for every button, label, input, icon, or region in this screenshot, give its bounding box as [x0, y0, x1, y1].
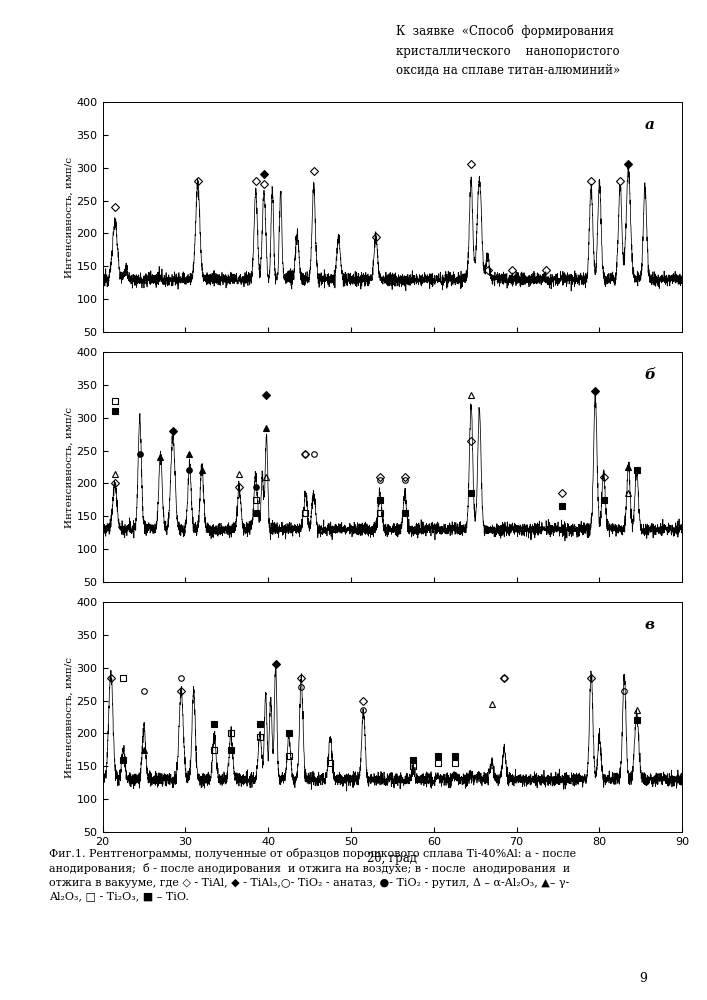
X-axis label: 2θ, град: 2θ, град — [368, 852, 417, 865]
Y-axis label: Интенсивность, имп/с: Интенсивность, имп/с — [65, 406, 74, 528]
Text: в: в — [645, 618, 655, 632]
Text: Фиг.1. Рентгенограммы, полученные от образцов порошкового сплава Ti-40%Al: а - п: Фиг.1. Рентгенограммы, полученные от обр… — [49, 848, 577, 901]
Y-axis label: Интенсивность, имп/с: Интенсивность, имп/с — [65, 656, 74, 778]
Text: 9: 9 — [639, 972, 648, 985]
Text: б: б — [645, 368, 655, 382]
Text: К  заявке  «Способ  формирования
кристаллического    нанопористого
оксида на спл: К заявке «Способ формирования кристаллич… — [396, 25, 620, 77]
Text: а: а — [645, 118, 655, 132]
Y-axis label: Интенсивность, имп/с: Интенсивность, имп/с — [65, 156, 74, 277]
